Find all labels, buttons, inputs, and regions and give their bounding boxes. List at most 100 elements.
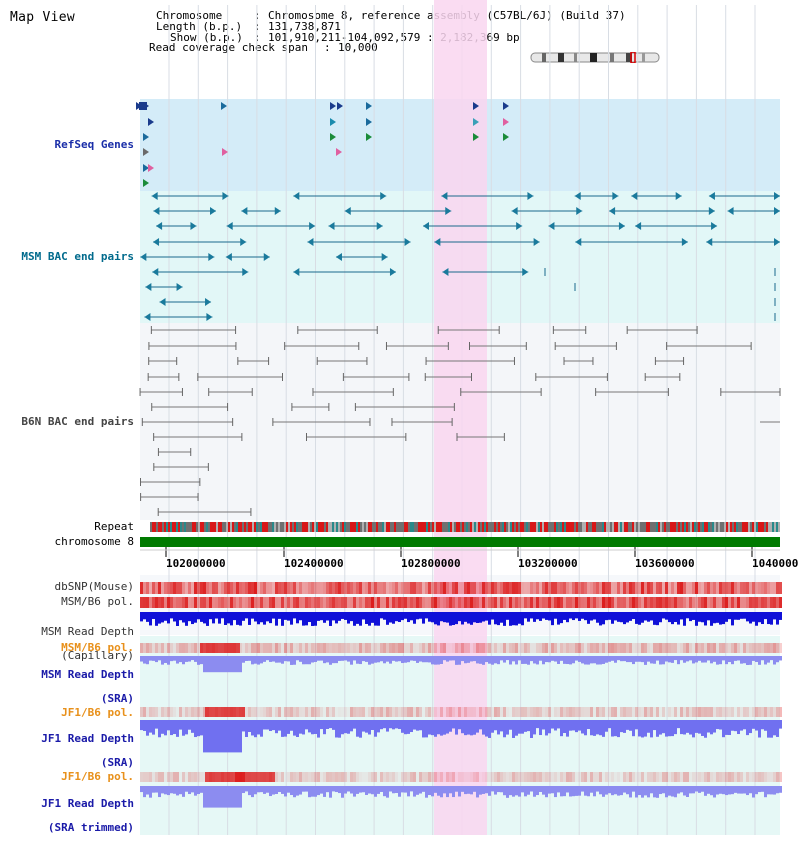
heat-cell bbox=[398, 643, 401, 653]
repeat-segment bbox=[430, 522, 432, 532]
heat-cell bbox=[323, 597, 326, 608]
depth-bar bbox=[341, 656, 344, 661]
bac-end-marker bbox=[609, 207, 616, 215]
heat-cell bbox=[158, 582, 161, 594]
depth-bar bbox=[458, 612, 461, 622]
heat-cell bbox=[263, 643, 266, 653]
heat-cell bbox=[575, 707, 578, 717]
heat-cell bbox=[617, 772, 620, 782]
heat-cell bbox=[416, 582, 419, 594]
heat-cell bbox=[401, 707, 404, 717]
depth-bar bbox=[182, 656, 185, 665]
depth-bar bbox=[653, 786, 656, 798]
repeat-segment bbox=[526, 522, 528, 532]
heat-cell bbox=[413, 772, 416, 782]
heat-cell bbox=[365, 772, 368, 782]
depth-bar bbox=[365, 612, 368, 624]
heat-cell bbox=[386, 582, 389, 594]
heat-cell bbox=[482, 772, 485, 782]
depth-bar bbox=[737, 720, 740, 735]
heat-cell bbox=[632, 643, 635, 653]
depth-bar bbox=[716, 656, 719, 665]
depth-bar bbox=[341, 786, 344, 798]
depth-bar bbox=[446, 656, 449, 662]
depth-bar bbox=[167, 612, 170, 624]
heat-cell bbox=[407, 707, 410, 717]
depth-bar bbox=[668, 720, 671, 737]
heat-cell bbox=[335, 597, 338, 608]
repeat-segment bbox=[600, 522, 602, 532]
bac-end-marker bbox=[612, 192, 619, 200]
depth-bar bbox=[419, 786, 422, 794]
depth-bar bbox=[677, 720, 680, 729]
bac-end-marker bbox=[226, 222, 233, 230]
repeat-segment bbox=[642, 522, 644, 532]
depth-bar bbox=[431, 612, 434, 623]
bac-end-marker bbox=[293, 192, 300, 200]
heat-cell bbox=[446, 772, 449, 782]
heat-cell bbox=[158, 772, 161, 782]
depth-bar bbox=[209, 656, 212, 673]
heat-cell bbox=[173, 582, 176, 594]
depth-bar bbox=[254, 612, 257, 622]
heat-cell bbox=[767, 772, 770, 782]
depth-bar bbox=[776, 612, 779, 625]
heat-cell bbox=[197, 772, 200, 782]
repeat-segment bbox=[742, 522, 744, 532]
heat-cell bbox=[512, 772, 515, 782]
heat-cell bbox=[584, 597, 587, 608]
repeat-segment bbox=[462, 522, 464, 532]
repeat-segment bbox=[172, 522, 174, 532]
depth-bar bbox=[257, 720, 260, 735]
depth-bar bbox=[359, 720, 362, 738]
depth-bar bbox=[425, 720, 428, 738]
chromosome-label: Chromosome bbox=[156, 9, 223, 22]
repeat-segment bbox=[724, 522, 726, 532]
repeat-segment bbox=[322, 522, 324, 532]
repeat-segment bbox=[154, 522, 156, 532]
depth-bar bbox=[440, 656, 443, 664]
heat-cell bbox=[686, 643, 689, 653]
repeat-segment bbox=[320, 522, 322, 532]
depth-bar bbox=[725, 720, 728, 735]
heat-cell bbox=[206, 597, 209, 608]
depth-bar bbox=[614, 656, 617, 663]
depth-bar bbox=[167, 720, 170, 731]
heat-cell bbox=[602, 597, 605, 608]
depth-bar bbox=[734, 720, 737, 732]
heat-cell bbox=[647, 643, 650, 653]
repeat-segment bbox=[256, 522, 258, 532]
bac-end-marker bbox=[434, 238, 441, 246]
heat-cell bbox=[311, 772, 314, 782]
heat-cell bbox=[140, 597, 143, 608]
depth-bar bbox=[749, 786, 752, 794]
heat-cell bbox=[638, 597, 641, 608]
heat-cell bbox=[425, 707, 428, 717]
repeat-segment bbox=[650, 522, 652, 532]
depth-bar bbox=[353, 612, 356, 626]
depth-bar bbox=[479, 786, 482, 795]
heat-cell bbox=[710, 597, 713, 608]
depth-bar bbox=[440, 720, 443, 736]
repeat-segment bbox=[708, 522, 710, 532]
heat-cell bbox=[752, 643, 755, 653]
depth-bar bbox=[335, 786, 338, 793]
depth-bar bbox=[152, 656, 155, 661]
heat-cell bbox=[257, 597, 260, 608]
heat-cell bbox=[713, 772, 716, 782]
repeat-segment bbox=[184, 522, 186, 532]
heat-cell bbox=[671, 707, 674, 717]
heat-cell bbox=[272, 597, 275, 608]
depth-bar bbox=[623, 720, 626, 733]
heat-cell bbox=[674, 643, 677, 653]
depth-bar bbox=[179, 786, 182, 795]
heat-cell bbox=[701, 772, 704, 782]
heat-cell bbox=[659, 597, 662, 608]
chromosome-ideogram[interactable] bbox=[530, 52, 660, 63]
heat-cell bbox=[521, 597, 524, 608]
heat-cell bbox=[761, 707, 764, 717]
heat-cell bbox=[143, 643, 146, 653]
depth-bar bbox=[197, 656, 200, 665]
heat-cell bbox=[329, 582, 332, 594]
